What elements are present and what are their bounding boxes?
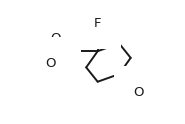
Text: F: F xyxy=(94,17,101,30)
Text: O: O xyxy=(134,86,144,99)
Text: O: O xyxy=(46,57,56,70)
Text: O: O xyxy=(51,32,61,45)
